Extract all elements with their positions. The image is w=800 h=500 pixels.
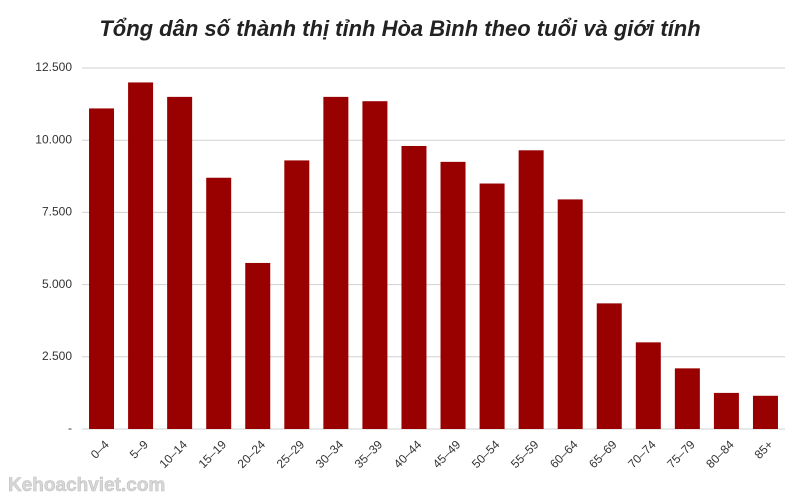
bar — [89, 108, 115, 429]
bar — [401, 145, 427, 429]
y-tick-label: 12.500 — [35, 60, 72, 74]
chart-title: Tổng dân số thành thị tỉnh Hòa Bình theo… — [99, 16, 700, 41]
x-tick-label: 65–69 — [586, 437, 620, 471]
x-tick-label: 60–64 — [547, 437, 581, 471]
bar — [635, 342, 661, 429]
bar — [323, 96, 349, 429]
bar — [713, 392, 739, 429]
x-tick-label: 55–59 — [508, 437, 542, 471]
x-tick-label: 30–34 — [313, 437, 347, 471]
bar — [284, 160, 310, 429]
x-tick-label: 80–84 — [703, 437, 737, 471]
y-tick-label: 10.000 — [35, 132, 72, 146]
watermark: Kehoachviet.com — [8, 475, 165, 496]
bar — [518, 150, 544, 430]
x-tick-label: 50–54 — [469, 437, 503, 471]
y-tick-label: 5.000 — [42, 277, 72, 291]
bar — [206, 177, 232, 429]
bar — [440, 161, 466, 430]
x-tick-label: 35–39 — [352, 437, 386, 471]
bar — [362, 101, 388, 429]
x-tick-label: 85+ — [752, 437, 776, 461]
x-tick-label: 45–49 — [430, 437, 464, 471]
bar — [674, 368, 700, 429]
x-tick-label: 15–19 — [196, 437, 230, 471]
bar — [245, 262, 271, 429]
x-tick-label: 75–79 — [664, 437, 698, 471]
y-tick-label: 7.500 — [42, 205, 72, 219]
x-tick-label: 25–29 — [274, 437, 308, 471]
bar — [479, 183, 505, 429]
bar — [752, 395, 778, 429]
x-tick-label: 10–14 — [157, 437, 191, 471]
bar — [128, 82, 154, 429]
y-tick-label: - — [68, 421, 72, 435]
x-tick-label: 0–4 — [88, 437, 112, 461]
x-tick-label: 20–24 — [235, 437, 269, 471]
bar — [596, 303, 622, 429]
x-tick-label: 40–44 — [391, 437, 425, 471]
x-tick-label: 70–74 — [625, 437, 659, 471]
bar — [557, 199, 583, 429]
bar — [167, 96, 193, 429]
y-tick-label: 2.500 — [42, 349, 72, 363]
x-tick-label: 5–9 — [127, 437, 151, 461]
